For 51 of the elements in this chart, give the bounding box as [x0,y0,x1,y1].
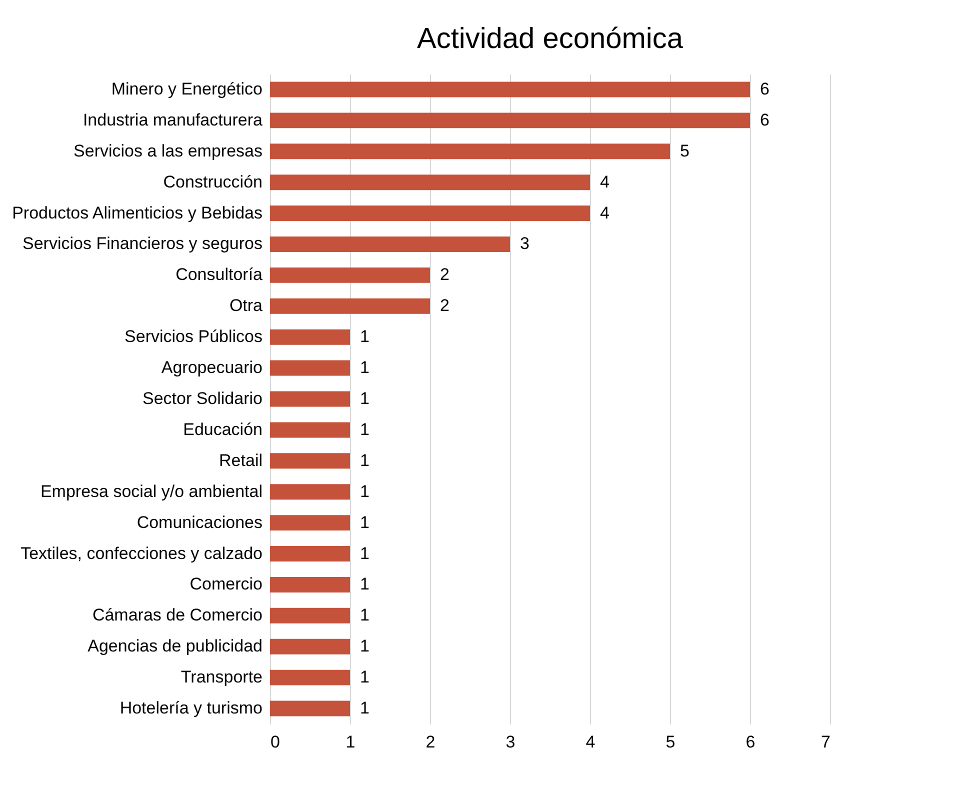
y-tick-label: Otra [229,296,264,316]
x-tick-label: 0 [270,732,280,752]
x-tick-label: 2 [426,732,436,752]
x-tick-label: 6 [746,732,756,752]
y-tick-label: Servicios Financieros y seguros [22,234,262,254]
y-tick-label: Minero y Energético [111,79,262,98]
y-tick-label: Textiles, confecciones y calzado [20,544,262,563]
data-label: 1 [360,420,370,439]
x-tick-label: 7 [821,732,830,752]
data-label: 1 [360,327,370,346]
y-tick-label: Servicios a las empresas [74,141,262,160]
data-label: 1 [360,698,370,718]
data-label: 1 [360,358,370,378]
y-tick-label: Industria manufacturera [82,110,264,130]
data-label: 3 [520,234,530,254]
data-label: 5 [680,141,690,160]
data-label: 6 [760,79,770,98]
y-tick-label: Transporte [180,668,262,687]
data-label: 6 [760,110,770,130]
data-label: 1 [360,636,370,656]
y-tick-label: Agropecuario [161,358,262,378]
data-label: 4 [600,172,610,192]
chart-title: Actividad económica [417,23,684,55]
y-tick-label: Retail [219,450,262,470]
x-tick-label: 4 [586,732,596,752]
data-label: 2 [440,265,450,284]
y-tick-label: Construcción [163,172,262,192]
y-tick-label: Agencias de publicidad [88,636,262,656]
y-tick-label: Productos Alimenticios y Bebidas [12,203,262,222]
data-label: 1 [360,389,370,408]
y-tick-label: Consultoría [176,265,264,284]
data-label: 1 [360,482,370,501]
data-label: 1 [360,668,370,687]
data-label: 2 [440,296,450,316]
y-tick-label: Servicios Públicos [124,327,262,346]
y-tick-label: Comercio [190,574,262,594]
data-label: 1 [360,574,370,594]
x-tick-label: 3 [506,732,516,752]
data-label: 4 [600,203,610,222]
y-tick-label: Comunicaciones [136,512,262,532]
y-tick-label: Cámaras de Comercio [92,606,262,625]
data-label: 1 [360,606,370,625]
y-tick-label: Empresa social y/o ambiental [40,482,262,501]
y-tick-label: Hotelería y turismo [120,698,262,718]
y-tick-label: Sector Solidario [142,389,262,408]
data-label: 1 [360,450,370,470]
x-tick-label: 1 [346,732,356,752]
y-tick-label: Educación [183,420,262,439]
x-tick-label: 5 [666,732,676,752]
data-label: 1 [360,512,370,532]
data-label: 1 [360,544,370,563]
